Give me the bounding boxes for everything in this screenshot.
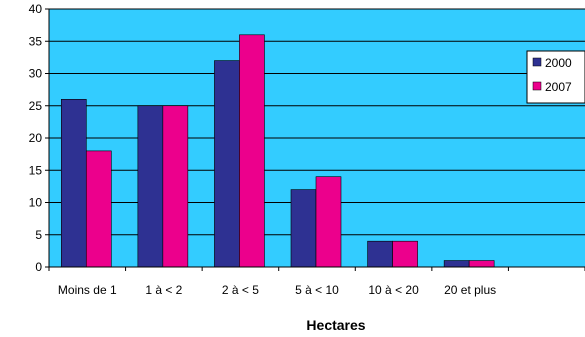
legend: 2000 2007 (526, 50, 585, 104)
x-tick-label: 2 à < 5 (222, 283, 259, 297)
y-tick-label: 20 (29, 131, 43, 145)
y-tick-label: 25 (29, 99, 43, 113)
x-axis-title: Hectares (306, 317, 365, 333)
bar-2000 (367, 240, 393, 268)
legend-swatch-2000 (532, 57, 542, 67)
y-tick-label: 15 (29, 163, 43, 177)
bar-2000 (60, 99, 87, 268)
bar-2000 (214, 60, 240, 268)
bar-2000 (137, 105, 164, 268)
y-tick-label: 30 (29, 67, 43, 81)
legend-swatch-2007 (532, 81, 542, 91)
y-axis-ticks: 0 5 10 15 20 25 30 35 40 (29, 2, 49, 274)
bar-2007 (162, 105, 189, 268)
x-axis-ticks: Moins de 1 1 à < 2 2 à < 5 5 à < 10 10 à < 2… (48, 267, 585, 297)
bar-2007 (392, 240, 418, 268)
legend-label: 2007 (545, 80, 572, 94)
bar-2007 (239, 34, 265, 268)
x-tick-label: Moins de 1 (58, 283, 117, 297)
y-tick-label: 5 (35, 228, 42, 242)
x-tick-label: 5 à < 10 (295, 283, 339, 297)
bar-2000 (443, 260, 470, 268)
bar-2000 (290, 189, 317, 268)
bar-2007 (315, 176, 342, 268)
y-tick-label: 35 (29, 34, 43, 48)
y-tick-label: 0 (35, 260, 42, 274)
bar-2007 (468, 260, 495, 268)
x-tick-label: 20 et plus (444, 283, 496, 297)
y-tick-label: 10 (29, 196, 43, 210)
legend-box (526, 50, 585, 104)
bar-2007 (85, 150, 112, 268)
x-tick-label: 1 à < 2 (145, 283, 182, 297)
legend-label: 2000 (545, 56, 572, 70)
bars (60, 34, 495, 268)
x-tick-label: 10 à < 20 (368, 283, 419, 297)
y-tick-label: 40 (29, 2, 43, 16)
